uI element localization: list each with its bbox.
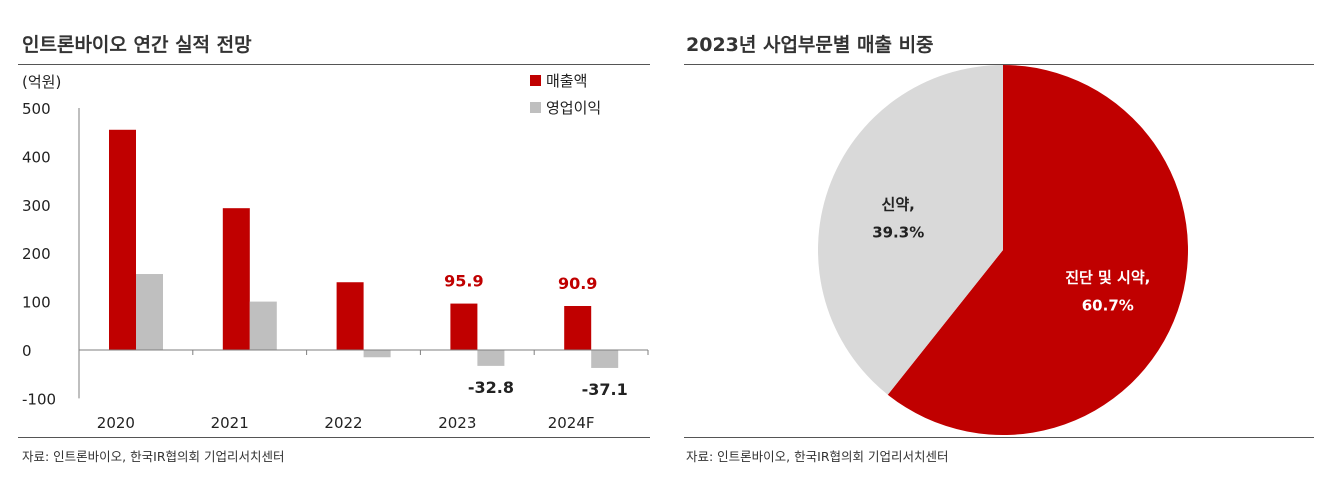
pie-slice-diagnostics — [887, 65, 1188, 435]
pie-chart-bottom-rule — [684, 437, 1314, 438]
operating-profit-bar-2020 — [136, 274, 163, 350]
y-tick-label: 0 — [22, 342, 32, 360]
data-label: -37.1 — [582, 380, 628, 399]
y-unit-label: (억원) — [22, 73, 61, 91]
revenue-bar-2023 — [450, 303, 478, 350]
bar-chart-bottom-rule — [18, 437, 650, 438]
y-tick-label: 100 — [22, 294, 51, 312]
operating-profit-bar-2024F — [591, 350, 619, 368]
revenue-bar-2022 — [336, 282, 364, 350]
operating-profit-bar-2022 — [363, 350, 391, 358]
y-tick-label: 200 — [22, 245, 51, 263]
data-label: -32.8 — [468, 378, 514, 397]
pie-slice-new-drugs — [818, 64, 1003, 395]
legend-label: 매출액 — [546, 72, 587, 90]
y-tick-label: 400 — [22, 148, 51, 166]
x-category-label: 2022 — [324, 414, 362, 432]
y-tick-label: 300 — [22, 197, 51, 215]
bar-chart-top-rule — [18, 64, 650, 65]
pie-chart: 진단 및 시약, 60.7% 신약, 39.3% — [818, 64, 1188, 435]
bar-chart-title: 인트론바이오 연간 실적 전망 — [22, 34, 252, 56]
pie-slice-percent: 39.3% — [872, 223, 924, 241]
revenue-bar-2024F — [564, 306, 592, 350]
x-category-label: 2023 — [438, 414, 476, 432]
pie-chart-source: 자료: 인트론바이오, 한국IR협의회 기업리서치센터 — [686, 449, 949, 464]
y-tick-label: 500 — [22, 100, 51, 118]
legend-swatch-1 — [530, 102, 541, 113]
x-category-label: 2024F — [548, 414, 595, 432]
legend-label: 영업이익 — [546, 99, 601, 117]
x-category-label: 2021 — [211, 414, 249, 432]
pie-slice-label: 진단 및 시약, — [1065, 269, 1150, 287]
pie-slice-label: 신약, — [882, 195, 915, 213]
x-category-label: 2020 — [97, 414, 135, 432]
revenue-bar-2021 — [222, 208, 250, 350]
legend-swatch-0 — [530, 75, 541, 86]
y-tick-label: -100 — [22, 390, 56, 408]
bar-chart-source: 자료: 인트론바이오, 한국IR협의회 기업리서치센터 — [22, 449, 285, 464]
operating-profit-bar-2021 — [249, 301, 277, 350]
revenue-bar-2020 — [109, 129, 136, 350]
bar-chart: (억원) 500 400 300 200 100 0 -100 2020 2021 2022 2023… — [22, 72, 649, 432]
pie-chart-title: 2023년 사업부문별 매출 비중 — [686, 34, 934, 56]
data-label: 95.9 — [444, 272, 483, 291]
data-label: 90.9 — [558, 274, 597, 293]
pie-slice-percent: 60.7% — [1082, 297, 1134, 315]
operating-profit-bar-2023 — [477, 350, 505, 366]
pie-chart-top-rule — [684, 64, 1314, 65]
